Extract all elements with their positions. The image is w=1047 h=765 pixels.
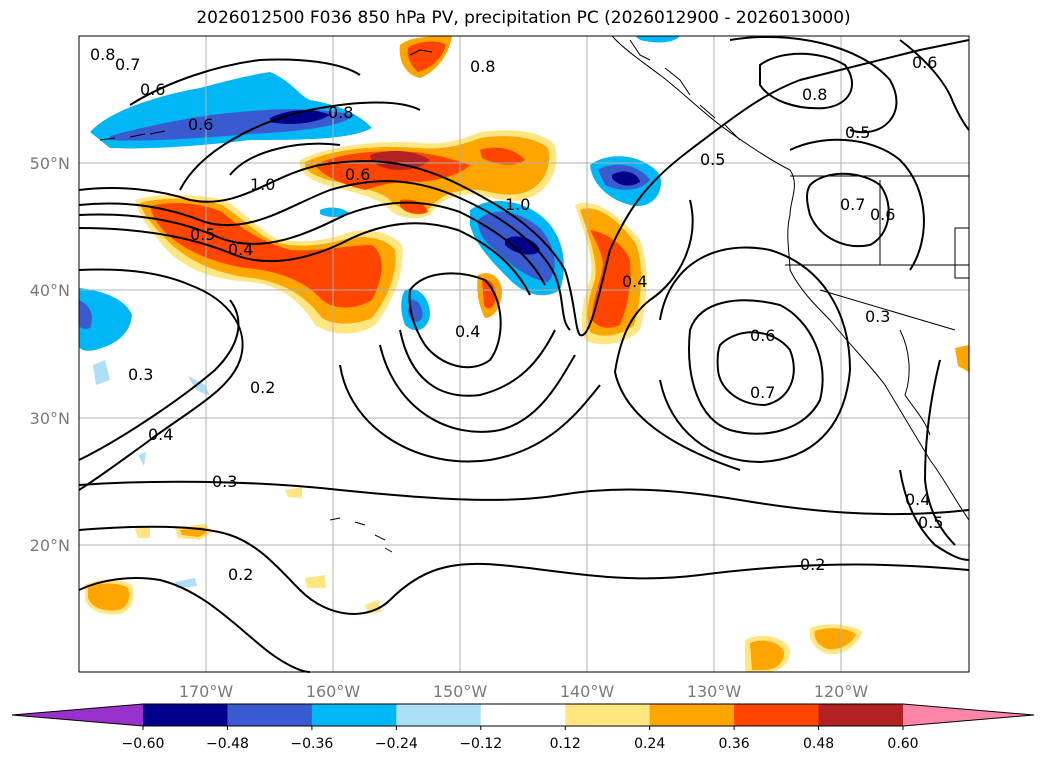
lat-label: 30°N: [30, 409, 70, 428]
contour-label: 0.8: [90, 45, 115, 64]
colorbar-segment: [311, 704, 397, 726]
contour-label: 0.8: [802, 85, 827, 104]
contour-label: 0.3: [212, 472, 237, 491]
colorbar-extend-low: [12, 704, 143, 726]
contour-labels: 0.8 0.7 0.6 0.6 0.8 0.8 0.6 0.8 0.5 0.5 …: [90, 45, 943, 584]
colorbar-segment: [734, 704, 820, 726]
gridlines: [79, 36, 969, 672]
contour-label: 0.6: [345, 165, 370, 184]
colorbar-tick-label: −0.24: [375, 736, 418, 752]
contour-label: 0.5: [845, 123, 870, 142]
contour-label: 0.6: [870, 205, 895, 224]
contour-label: 0.5: [918, 513, 943, 532]
colorbar-tick-label: −0.60: [122, 736, 165, 752]
colorbar-segment: [649, 704, 735, 726]
contour-label: 0.2: [800, 555, 825, 574]
pv-contours: [78, 35, 970, 673]
colorbar-tick-label: 0.36: [719, 736, 750, 752]
colorbar-tick-label: −0.12: [459, 736, 502, 752]
lat-label: 50°N: [30, 154, 70, 173]
contour-label: 0.6: [912, 53, 937, 72]
colorbar-segment: [480, 704, 566, 726]
contour-label: 0.4: [148, 425, 173, 444]
colorbar-tick-label: 0.60: [887, 736, 918, 752]
contour-label: 0.7: [750, 383, 775, 402]
coastlines: [99, 35, 970, 553]
colorbar-tick-label: 0.12: [550, 736, 581, 752]
contour-label: 0.7: [115, 55, 140, 74]
contour-label: 1.0: [250, 175, 275, 194]
colorbar-segment: [227, 704, 313, 726]
colorbar-extend-high: [903, 704, 1034, 726]
colorbar-segment: [818, 704, 904, 726]
lon-label: 170°W: [179, 682, 234, 701]
contour-label: 0.6: [188, 115, 213, 134]
contour-label: 0.2: [228, 565, 253, 584]
lon-label: 140°W: [560, 682, 615, 701]
colorbar-segment: [565, 704, 651, 726]
latitude-labels: 50°N 40°N 30°N 20°N: [30, 154, 70, 555]
contour-label: 0.5: [190, 225, 215, 244]
contour-label: 0.4: [228, 240, 253, 259]
negative-shading: [79, 36, 680, 588]
lon-label: 130°W: [687, 682, 742, 701]
colorbar-segment: [143, 704, 228, 726]
contour-label: 0.2: [250, 378, 275, 397]
contour-label: 0.7: [840, 195, 865, 214]
colorbar-ticks: −0.60 −0.48 −0.36 −0.24 −0.12 0.12 0.24 0.36 0.4…: [122, 726, 919, 752]
contour-label: 0.6: [140, 80, 165, 99]
map-frame: [78, 35, 970, 673]
lat-label: 20°N: [30, 536, 70, 555]
colorbar-tick-label: −0.48: [206, 736, 249, 752]
contour-label: 0.3: [128, 365, 153, 384]
lon-label: 160°W: [306, 682, 361, 701]
colorbar: [11, 703, 1035, 727]
lon-label: 120°W: [814, 682, 869, 701]
contour-label: 0.4: [455, 322, 480, 341]
colorbar-tick-label: 0.48: [803, 736, 834, 752]
lon-label: 150°W: [433, 682, 488, 701]
contour-label: 0.3: [865, 307, 890, 326]
contour-label: 0.6: [750, 326, 775, 345]
longitude-labels: 170°W 160°W 150°W 140°W 130°W 120°W: [179, 682, 869, 701]
contour-label: 0.8: [328, 103, 353, 122]
map-title: 2026012500 F036 850 hPa PV, precipitatio…: [196, 8, 851, 28]
contour-label: 0.4: [622, 272, 647, 291]
colorbar-segment: [396, 704, 482, 726]
lat-label: 40°N: [30, 281, 70, 300]
contour-label: 0.5: [700, 150, 725, 169]
colorbar-tick-label: −0.36: [290, 736, 333, 752]
colorbar-tick-label: 0.24: [634, 736, 665, 752]
contour-label: 1.0: [505, 195, 530, 214]
contour-label: 0.8: [470, 57, 495, 76]
contour-label: 0.4: [905, 490, 930, 509]
